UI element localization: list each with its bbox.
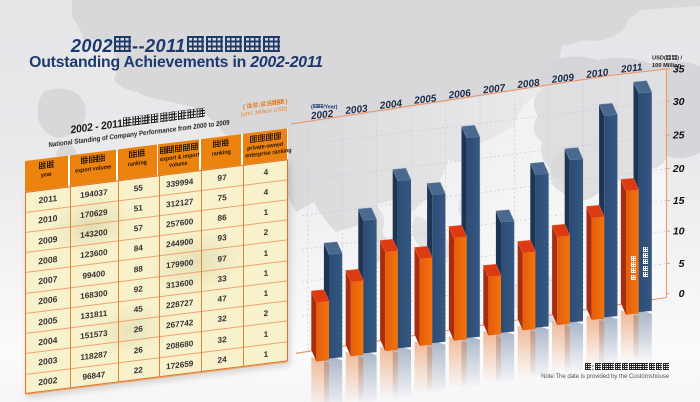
svg-text:5: 5 — [679, 258, 685, 270]
svg-text:10: 10 — [673, 226, 685, 238]
svg-text:2006: 2006 — [447, 88, 472, 102]
svg-text:2008: 2008 — [516, 78, 541, 92]
svg-text:0: 0 — [679, 288, 685, 300]
svg-text:2009: 2009 — [550, 72, 575, 86]
svg-text:2005: 2005 — [413, 93, 438, 107]
svg-text:20: 20 — [672, 163, 685, 175]
svg-text:2004: 2004 — [378, 98, 403, 112]
svg-text:35: 35 — [673, 63, 685, 75]
svg-text:2002: 2002 — [309, 109, 334, 123]
svg-text:25: 25 — [672, 130, 685, 142]
svg-text:2003: 2003 — [344, 104, 369, 118]
svg-text:2011: 2011 — [619, 62, 643, 76]
svg-text:2010: 2010 — [585, 67, 610, 81]
svg-text:30: 30 — [673, 96, 685, 108]
svg-text:15: 15 — [673, 195, 685, 207]
svg-text:2007: 2007 — [481, 83, 506, 97]
